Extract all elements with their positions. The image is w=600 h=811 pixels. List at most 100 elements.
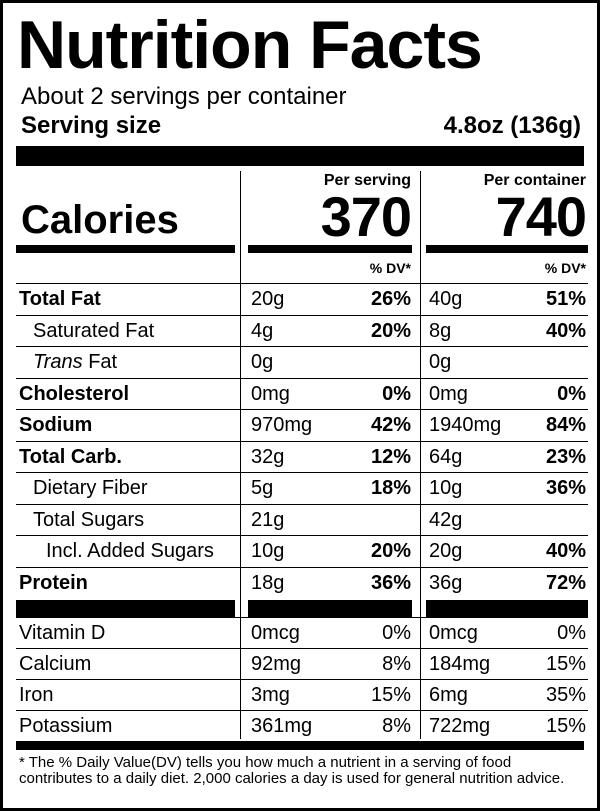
serving-amount: 0g bbox=[251, 351, 274, 373]
serving-size-value: 4.8oz (136g) bbox=[443, 112, 581, 139]
serving-amount: 970mg bbox=[251, 414, 313, 436]
container-amount: 42g bbox=[429, 508, 463, 531]
serving-dv: 0% bbox=[382, 382, 411, 405]
dv-header-container: % DV* bbox=[544, 260, 586, 276]
thick-divider-bottom bbox=[16, 741, 584, 750]
container-amount: 20g bbox=[429, 540, 463, 562]
container-amount: 1940mg bbox=[429, 414, 502, 436]
row-divider bbox=[16, 679, 588, 680]
nutrient-name: Iron bbox=[19, 684, 54, 706]
container-amount: 722mg bbox=[429, 715, 491, 737]
serving-amount: 10g bbox=[251, 540, 285, 562]
table-row: Calcium 92mg 8% 184mg 15% bbox=[3, 649, 597, 680]
serving-amount: 4g bbox=[251, 319, 274, 342]
calories-per-serving: 370 bbox=[320, 185, 412, 248]
serving-dv: 42% bbox=[370, 414, 411, 436]
section-bar-1 bbox=[16, 600, 235, 618]
per-container-label: Per container bbox=[483, 172, 586, 189]
container-dv: 15% bbox=[545, 715, 586, 737]
nutrient-name: Saturated Fat bbox=[33, 319, 155, 342]
table-row: Total Fat 20g 26% 40g 51% bbox=[3, 284, 597, 315]
container-amount: 10g bbox=[429, 477, 463, 499]
container-dv: 84% bbox=[545, 414, 586, 436]
serving-amount: 32g bbox=[251, 445, 285, 468]
row-divider bbox=[16, 377, 588, 379]
serving-amount: 20g bbox=[251, 288, 285, 310]
container-dv: 36% bbox=[545, 477, 586, 499]
row-divider bbox=[16, 617, 588, 618]
column-divider-1 bbox=[240, 171, 241, 739]
nutrient-name: Total Fat bbox=[19, 288, 101, 310]
container-dv: 40% bbox=[545, 319, 586, 342]
nutrient-name: Potassium bbox=[19, 715, 113, 737]
serving-dv: 15% bbox=[370, 684, 411, 706]
nutrient-name: Total Carb. bbox=[19, 445, 122, 468]
nutrient-name: Dietary Fiber bbox=[33, 477, 148, 499]
table-row: Potassium 361mg 8% 722mg 15% bbox=[3, 711, 597, 742]
serving-amount: 0mcg bbox=[251, 622, 300, 644]
container-amount: 36g bbox=[429, 571, 463, 594]
nutrient-name: Total Sugars bbox=[33, 508, 145, 531]
nutrient-name-italic: Trans bbox=[33, 351, 83, 373]
row-divider bbox=[16, 409, 588, 410]
container-dv: 15% bbox=[545, 653, 586, 675]
section-bar-2 bbox=[248, 600, 412, 618]
container-dv: 0% bbox=[557, 382, 586, 405]
nutrient-name: Vitamin D bbox=[19, 622, 106, 644]
nutrient-name: Protein bbox=[19, 571, 88, 594]
table-row: Dietary Fiber 5g 18% 10g 36% bbox=[3, 473, 597, 504]
calories-per-container: 740 bbox=[495, 185, 587, 248]
label-title: Nutrition Facts bbox=[17, 7, 483, 83]
row-divider bbox=[16, 503, 588, 505]
serving-dv: 0% bbox=[382, 622, 411, 644]
calories-bar-3 bbox=[426, 245, 588, 253]
per-serving-label: Per serving bbox=[323, 172, 411, 189]
table-row: Cholesterol 0mg 0% 0mg 0% bbox=[3, 379, 597, 410]
container-dv: 40% bbox=[545, 540, 586, 562]
container-dv: 23% bbox=[545, 445, 586, 468]
serving-amount: 361mg bbox=[251, 715, 313, 737]
row-divider bbox=[16, 346, 588, 347]
container-amount: 40g bbox=[429, 288, 463, 310]
table-row: Saturated Fat 4g 20% 8g 40% bbox=[3, 316, 597, 347]
serving-size-label: Serving size bbox=[21, 112, 162, 139]
table-row: Sodium 970mg 42% 1940mg 84% bbox=[3, 410, 597, 441]
serving-dv: 8% bbox=[382, 715, 411, 737]
nutrient-name-rest: Fat bbox=[82, 351, 118, 373]
nutrient-name: Sodium bbox=[19, 414, 93, 436]
table-row: Total Sugars 21g 42g bbox=[3, 505, 597, 536]
container-amount: 6mg bbox=[429, 684, 468, 706]
serving-dv: 36% bbox=[370, 571, 411, 594]
table-row: Total Carb. 32g 12% 64g 23% bbox=[3, 442, 597, 473]
footnote: * The % Daily Value(DV) tells you how mu… bbox=[19, 754, 565, 787]
nutrient-name: Incl. Added Sugars bbox=[46, 540, 214, 562]
nutrient-name: Trans Fat bbox=[33, 347, 117, 378]
serving-amount: 0mg bbox=[251, 382, 290, 405]
serving-dv: 18% bbox=[370, 477, 411, 499]
container-amount: 64g bbox=[429, 445, 463, 468]
serving-dv: 26% bbox=[370, 288, 411, 310]
servings-per-container: About 2 servings per container bbox=[21, 83, 347, 110]
row-divider bbox=[16, 472, 588, 473]
container-dv: 0% bbox=[557, 622, 586, 644]
row-divider bbox=[16, 440, 588, 442]
row-divider bbox=[16, 283, 588, 284]
section-bar-3 bbox=[426, 600, 588, 618]
container-amount: 0mg bbox=[429, 382, 468, 405]
nutrient-name: Calcium bbox=[19, 653, 92, 675]
dv-header-serving: % DV* bbox=[369, 260, 411, 276]
table-row: Trans Fat 0g 0g bbox=[3, 347, 597, 378]
container-amount: 0g bbox=[429, 351, 452, 373]
container-amount: 8g bbox=[429, 319, 452, 342]
serving-dv: 12% bbox=[370, 445, 411, 468]
nutrient-name: Cholesterol bbox=[19, 382, 130, 405]
table-row: Incl. Added Sugars 10g 20% 20g 40% bbox=[3, 536, 597, 567]
table-row: Iron 3mg 15% 6mg 35% bbox=[3, 680, 597, 711]
serving-dv: 20% bbox=[370, 319, 411, 342]
serving-amount: 18g bbox=[251, 571, 285, 594]
calories-label: Calories bbox=[21, 198, 179, 242]
row-divider bbox=[16, 535, 588, 536]
container-amount: 184mg bbox=[429, 653, 491, 675]
container-amount: 0mcg bbox=[429, 622, 478, 644]
